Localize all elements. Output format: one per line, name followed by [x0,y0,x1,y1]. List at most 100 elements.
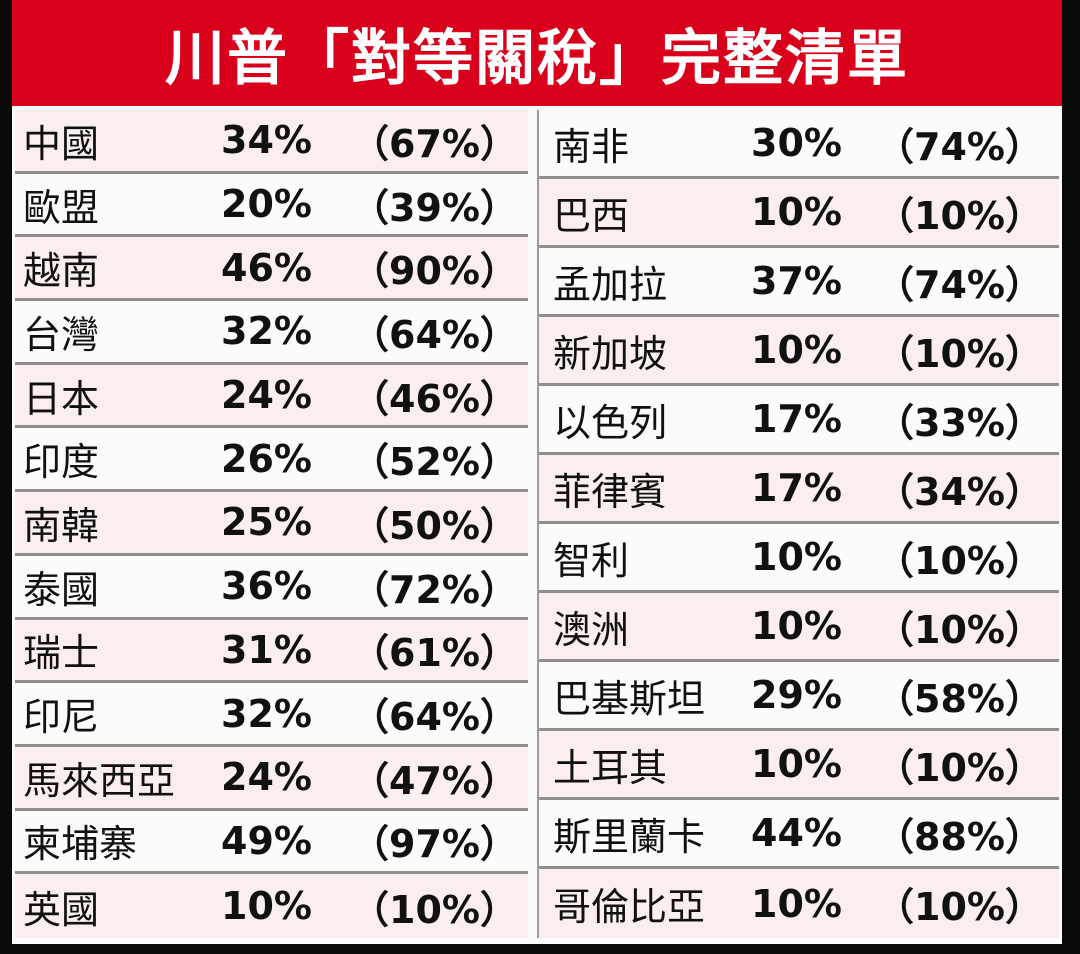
page-title: 川普「對等關稅」完整清單 [165,23,909,94]
reciprocal-rate: （61%） [351,631,518,676]
country-name: 柬埔寨 [23,822,138,867]
reciprocal-rate: （74%） [876,262,1043,307]
table-row: 澳洲 10% （10%） [539,593,1059,662]
tariff-rate: 10% [751,328,842,372]
table-row: 土耳其 10% （10%） [539,731,1059,800]
table-row: 泰國 36% （72%） [15,556,528,620]
table-row: 巴西 10% （10%） [539,179,1059,248]
tariff-rate: 10% [751,742,842,786]
reciprocal-rate: （47%） [351,758,518,803]
country-name: 澳洲 [553,607,630,652]
country-name: 印度 [23,440,100,485]
table-row: 巴基斯坦 29% （58%） [539,662,1059,731]
table-row: 南韓 25% （50%） [15,492,528,556]
country-name: 南非 [553,124,630,169]
country-name: 馬來西亞 [23,758,176,803]
tariff-rate: 46% [221,245,312,290]
country-name: 英國 [23,887,100,932]
reciprocal-rate: （34%） [876,469,1043,514]
table-row: 智利 10% （10%） [539,524,1059,593]
table-row: 越南 46% （90%） [15,237,528,302]
tariff-rate: 10% [751,881,842,926]
reciprocal-rate: （10%） [876,193,1043,238]
reciprocal-rate: （58%） [876,676,1043,721]
tariff-rate: 34% [221,118,312,163]
tariff-rate: 36% [221,564,312,609]
table-row: 台灣 32% （64%） [15,301,528,365]
country-name: 孟加拉 [553,262,668,307]
tariff-rate: 29% [751,673,842,717]
tariff-rate: 17% [751,397,842,441]
reciprocal-rate: （10%） [876,885,1043,929]
reciprocal-rate: （46%） [351,376,518,421]
country-name: 日本 [23,376,100,421]
reciprocal-rate: （64%） [351,695,518,740]
table-row: 瑞士 31% （61%） [15,619,528,684]
tariff-rate: 10% [751,535,842,579]
tariff-rate: 30% [751,121,842,165]
right-column: 南非 30% （74%） 巴西 10% （10%） 孟加拉 37% （74%） 新加坡 10% （10… [537,110,1059,938]
tariff-rate: 10% [221,884,312,929]
table-row: 英國 10% （10%） [15,874,528,938]
tariff-rate: 31% [221,627,312,672]
reciprocal-rate: （90%） [351,249,518,294]
tariff-rate: 25% [221,500,312,545]
table-row: 歐盟 20% （39%） [15,174,528,238]
country-name: 斯里蘭卡 [553,814,706,859]
reciprocal-rate: （10%） [876,607,1043,652]
tariff-rate: 10% [751,604,842,648]
tariff-rate: 24% [221,373,312,418]
country-name: 歐盟 [23,185,100,230]
tariff-rate: 49% [221,818,312,863]
country-name: 泰國 [23,567,100,612]
tariff-rate: 32% [221,691,312,736]
tariff-rate: 26% [221,436,312,481]
tariff-rate: 24% [221,755,312,800]
table-row: 中國 34% （67%） [15,110,528,174]
reciprocal-rate: （52%） [351,440,518,485]
reciprocal-rate: （64%） [351,312,518,357]
country-name: 中國 [23,121,100,166]
reciprocal-rate: （74%） [876,124,1043,169]
reciprocal-rate: （10%） [351,887,518,932]
country-name: 土耳其 [553,745,668,790]
reciprocal-rate: （97%） [351,822,518,867]
country-name: 南韓 [23,503,100,548]
reciprocal-rate: （72%） [351,567,518,612]
country-name: 以色列 [553,400,668,445]
country-name: 新加坡 [553,331,668,376]
reciprocal-rate: （39%） [351,185,518,230]
tariff-rate: 44% [751,811,842,855]
table-row: 菲律賓 17% （34%） [539,455,1059,524]
country-name: 巴西 [553,193,630,238]
tariff-rate: 32% [221,309,312,354]
table-row: 斯里蘭卡 44% （88%） [539,800,1059,869]
tariff-rate: 37% [751,259,842,303]
country-name: 瑞士 [23,631,100,676]
reciprocal-rate: （88%） [876,814,1043,859]
reciprocal-rate: （67%） [351,121,518,166]
table-row: 印度 26% （52%） [15,428,528,493]
country-name: 巴基斯坦 [553,676,706,721]
reciprocal-rate: （10%） [876,745,1043,790]
country-name: 印尼 [23,695,100,740]
tariff-rate: 10% [751,190,842,234]
country-name: 台灣 [23,312,100,357]
country-name: 哥倫比亞 [553,885,706,929]
country-name: 智利 [553,538,630,583]
table-row: 新加坡 10% （10%） [539,317,1059,386]
title-banner: 川普「對等關稅」完整清單 [12,0,1062,106]
table-row: 南非 30% （74%） [539,110,1059,179]
reciprocal-rate: （10%） [876,331,1043,376]
table-row: 孟加拉 37% （74%） [539,248,1059,317]
table-row: 柬埔寨 49% （97%） [15,811,528,875]
table-row: 哥倫比亞 10% （10%） [539,869,1059,938]
table-row: 以色列 17% （33%） [539,386,1059,455]
reciprocal-rate: （10%） [876,538,1043,583]
table-row: 馬來西亞 24% （47%） [15,746,528,811]
table-row: 日本 24% （46%） [15,364,528,429]
reciprocal-rate: （33%） [876,400,1043,445]
tariff-rate: 17% [751,466,842,510]
reciprocal-rate: （50%） [351,503,518,548]
left-column: 中國 34% （67%） 歐盟 20% （39%） 越南 46% （90%） 台灣 32% （64%）… [15,110,528,938]
